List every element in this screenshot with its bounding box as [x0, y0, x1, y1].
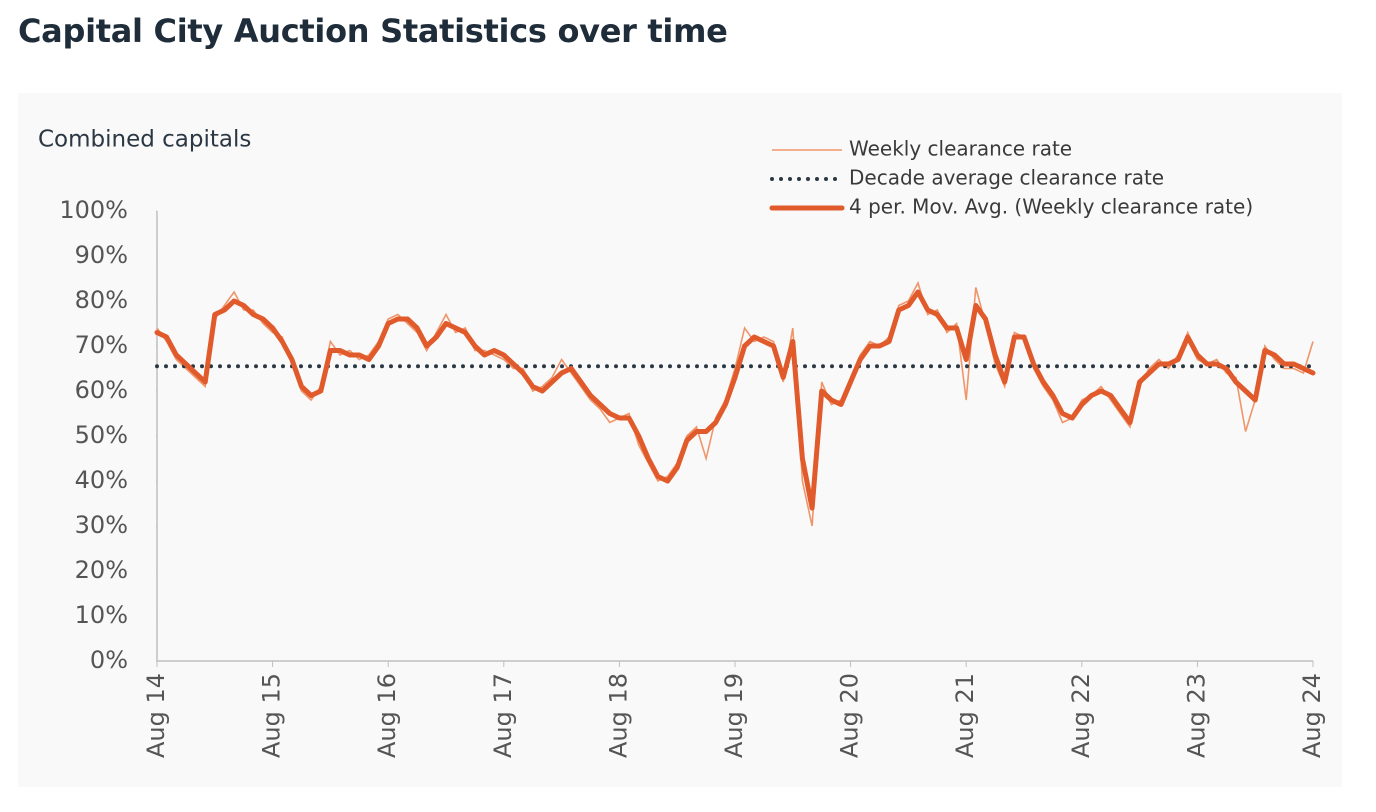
y-tick-label: 20% [75, 556, 128, 584]
x-tick-label: Aug 16 [373, 673, 401, 758]
y-tick-label: 30% [75, 511, 128, 539]
legend-label: Decade average clearance rate [849, 166, 1164, 190]
x-tick-label: Aug 20 [836, 673, 864, 758]
y-tick-label: 80% [75, 286, 128, 314]
x-tick-label: Aug 15 [258, 673, 286, 758]
x-tick-label: Aug 21 [951, 673, 979, 758]
legend-label: 4 per. Mov. Avg. (Weekly clearance rate) [849, 195, 1253, 219]
y-tick-label: 70% [75, 331, 128, 359]
legend-label: Weekly clearance rate [849, 137, 1072, 161]
chart-subtitle: Combined capitals [38, 127, 251, 153]
chart-background [18, 93, 1342, 787]
y-tick-label: 100% [59, 196, 128, 224]
y-tick-label: 60% [75, 376, 128, 404]
x-tick-label: Aug 14 [142, 673, 170, 758]
x-tick-label: Aug 24 [1298, 673, 1326, 758]
series-line [156, 280, 1314, 527]
chart: Combined capitals 0% 10% 20% 30% 40% 50% 60% 70… [18, 93, 1342, 787]
y-tick-label: 40% [75, 466, 128, 494]
x-tick-label: Aug 22 [1067, 673, 1095, 758]
y-tick-label: 0% [90, 646, 128, 674]
page-title: Capital City Auction Statistics over tim… [18, 12, 728, 50]
x-tick-label: Aug 19 [720, 673, 748, 758]
y-tick-label: 50% [75, 421, 128, 449]
series-line [154, 289, 1316, 511]
x-tick-label: Aug 18 [604, 673, 632, 758]
x-tick-label: Aug 23 [1182, 673, 1210, 758]
x-tick-label: Aug 17 [489, 673, 517, 758]
y-tick-label: 90% [75, 241, 128, 269]
y-tick-label: 10% [75, 601, 128, 629]
